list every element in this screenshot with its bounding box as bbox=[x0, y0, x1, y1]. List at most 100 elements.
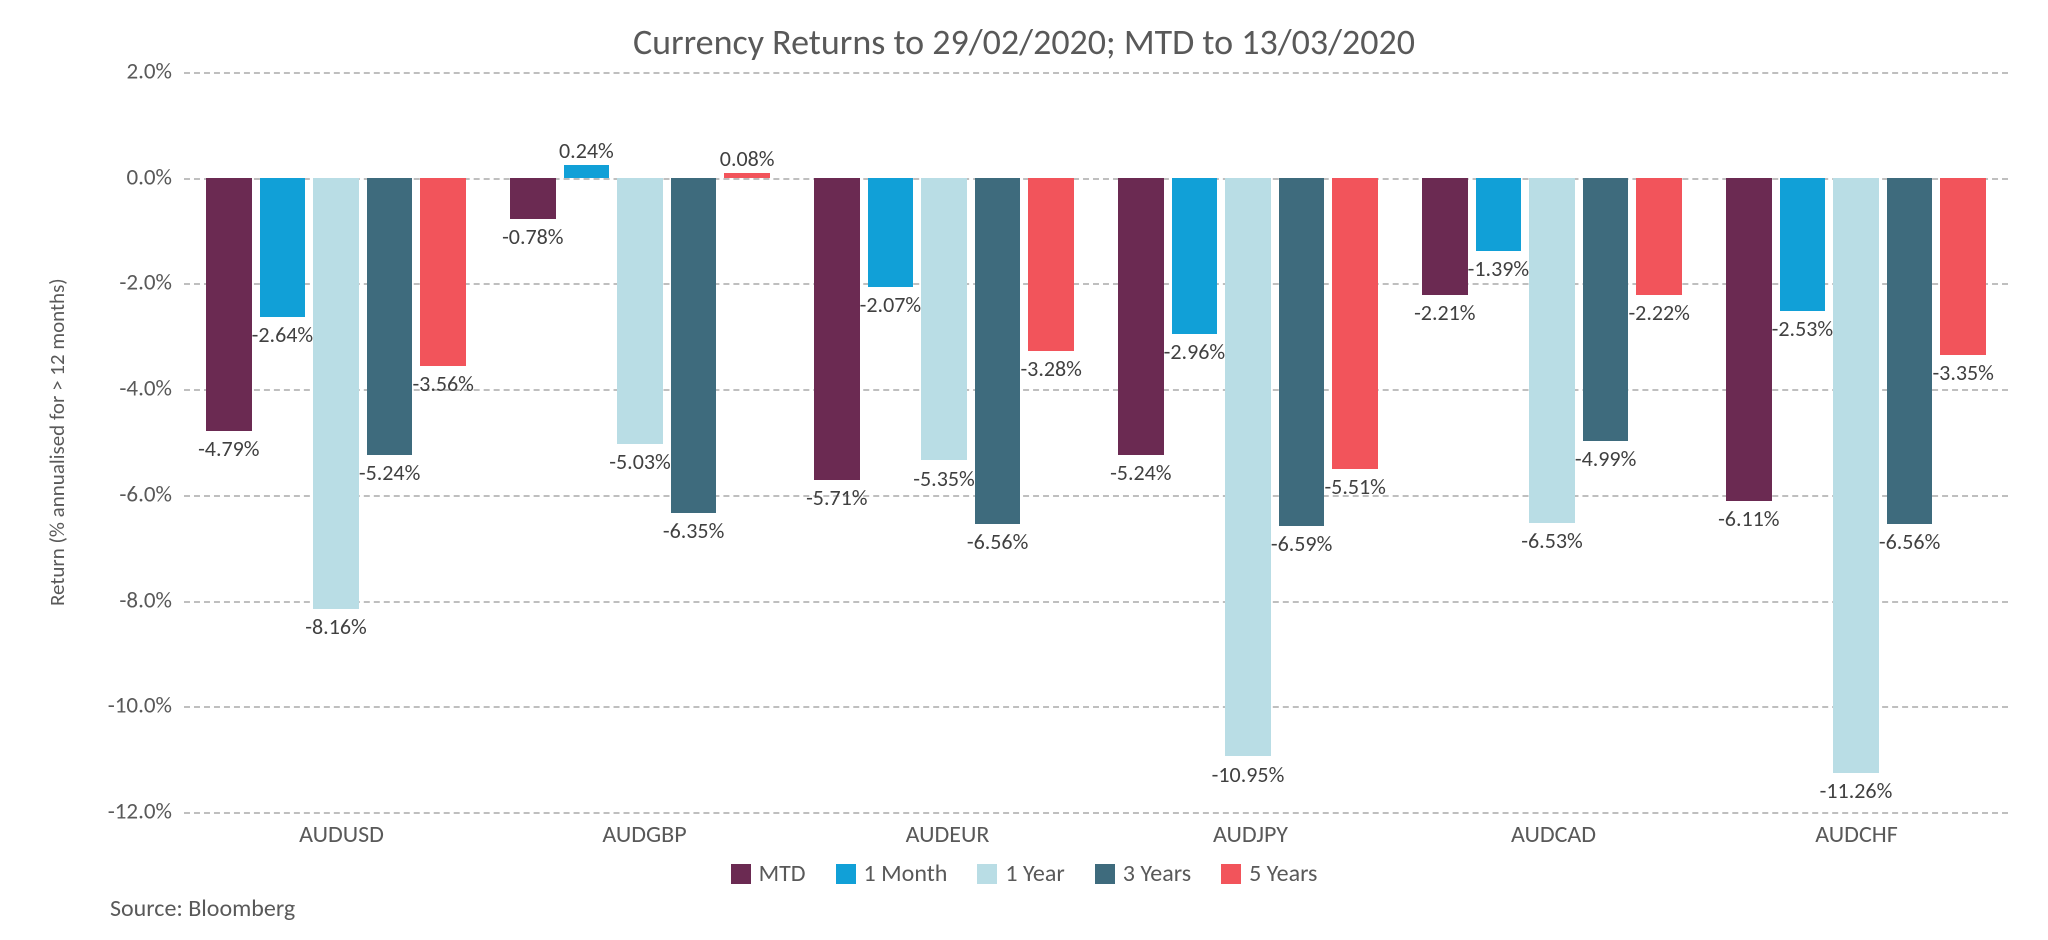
y-tick: -12.0% bbox=[108, 801, 172, 824]
bar bbox=[1422, 178, 1468, 295]
bar-value-label: -2.07% bbox=[860, 291, 921, 318]
bar-value-label: -8.16% bbox=[305, 613, 366, 640]
y-tick: -2.0% bbox=[119, 272, 172, 295]
bar bbox=[1172, 178, 1218, 334]
bar-value-label: -2.22% bbox=[1628, 299, 1689, 326]
bar-slot: -5.03% bbox=[617, 72, 663, 812]
plot-wrapper: Return (% annualised for > 12 months) 2.… bbox=[40, 72, 2008, 812]
gridline bbox=[184, 812, 2008, 814]
bar bbox=[671, 178, 717, 514]
x-axis-label: AUDCAD bbox=[1402, 812, 1705, 849]
bar-group: -5.71%-2.07%-5.35%-6.56%-3.28% bbox=[792, 72, 1096, 812]
bar-value-label: -3.35% bbox=[1932, 359, 1993, 386]
x-axis-label: AUDUSD bbox=[190, 812, 493, 849]
bar-value-label: -0.78% bbox=[502, 223, 563, 250]
bar-group: -4.79%-2.64%-8.16%-5.24%-3.56% bbox=[184, 72, 488, 812]
bar-slot: -2.96% bbox=[1172, 72, 1218, 812]
legend-label: 3 Years bbox=[1123, 859, 1191, 888]
bar-slot: -6.56% bbox=[1887, 72, 1933, 812]
currency-returns-chart: Currency Returns to 29/02/2020; MTD to 1… bbox=[0, 0, 2048, 940]
bar bbox=[1780, 178, 1826, 312]
bar-slot: -5.35% bbox=[921, 72, 967, 812]
bar bbox=[420, 178, 466, 366]
bar bbox=[1726, 178, 1772, 501]
bar-value-label: -2.96% bbox=[1164, 338, 1225, 365]
bar-slot: 0.08% bbox=[724, 72, 770, 812]
x-axis-label: AUDCHF bbox=[1705, 812, 2008, 849]
bar bbox=[564, 165, 610, 178]
bar bbox=[1583, 178, 1629, 442]
legend-swatch bbox=[731, 864, 751, 884]
bar bbox=[1028, 178, 1074, 351]
bar bbox=[814, 178, 860, 480]
bar bbox=[1887, 178, 1933, 525]
bar-value-label: -6.11% bbox=[1718, 505, 1779, 532]
bar-slot: -3.28% bbox=[1028, 72, 1074, 812]
bar bbox=[868, 178, 914, 287]
bar-value-label: -5.24% bbox=[359, 459, 420, 486]
bar-group: -6.11%-2.53%-11.26%-6.56%-3.35% bbox=[1704, 72, 2008, 812]
bar-value-label: -10.95% bbox=[1212, 761, 1285, 788]
bar-slot: -6.59% bbox=[1279, 72, 1325, 812]
bar-slot: -3.35% bbox=[1940, 72, 1986, 812]
bar-slot: 0.24% bbox=[564, 72, 610, 812]
bar-slot: -0.78% bbox=[510, 72, 556, 812]
bar-slot: -2.07% bbox=[868, 72, 914, 812]
bar-value-label: -3.56% bbox=[412, 370, 473, 397]
y-axis-ticks: 2.0%0.0%-2.0%-4.0%-6.0%-8.0%-10.0%-12.0% bbox=[74, 72, 184, 812]
y-tick: -10.0% bbox=[108, 695, 172, 718]
bar-value-label: -4.99% bbox=[1575, 445, 1636, 472]
legend: MTD 1 Month 1 Year 3 Years 5 Years bbox=[40, 859, 2008, 888]
bar bbox=[1476, 178, 1522, 251]
legend-label: 5 Years bbox=[1249, 859, 1317, 888]
bar bbox=[367, 178, 413, 455]
bar-slot: -2.22% bbox=[1636, 72, 1682, 812]
bar bbox=[1833, 178, 1879, 773]
bar-value-label: -5.35% bbox=[913, 465, 974, 492]
bar-slot: -1.39% bbox=[1476, 72, 1522, 812]
bar-value-label: -6.56% bbox=[1879, 528, 1940, 555]
bar bbox=[1118, 178, 1164, 455]
bar-value-label: -5.03% bbox=[609, 448, 670, 475]
legend-label: MTD bbox=[759, 859, 806, 888]
bar-slot: -5.24% bbox=[367, 72, 413, 812]
y-axis-label: Return (% annualised for > 12 months) bbox=[40, 72, 74, 812]
legend-label: 1 Year bbox=[1005, 859, 1064, 888]
legend-swatch bbox=[1095, 864, 1115, 884]
bar bbox=[1225, 178, 1271, 757]
bar-slot: -2.21% bbox=[1422, 72, 1468, 812]
bar-slot: -4.79% bbox=[206, 72, 252, 812]
bar-slot: -6.35% bbox=[671, 72, 717, 812]
bar bbox=[1279, 178, 1325, 526]
bar-value-label: -2.64% bbox=[252, 321, 313, 348]
bar bbox=[1332, 178, 1378, 469]
bar-value-label: 0.24% bbox=[559, 137, 614, 164]
legend-swatch bbox=[1221, 864, 1241, 884]
y-tick: 0.0% bbox=[126, 166, 172, 189]
bar-slot: -5.24% bbox=[1118, 72, 1164, 812]
chart-title: Currency Returns to 29/02/2020; MTD to 1… bbox=[40, 20, 2008, 64]
bar-slot: -2.64% bbox=[260, 72, 306, 812]
bar-group: -2.21%-1.39%-6.53%-4.99%-2.22% bbox=[1400, 72, 1704, 812]
y-tick: 2.0% bbox=[126, 61, 172, 84]
legend-swatch bbox=[977, 864, 997, 884]
bar-value-label: -6.56% bbox=[967, 528, 1028, 555]
bar-value-label: -5.24% bbox=[1110, 459, 1171, 486]
bar-value-label: -6.35% bbox=[663, 517, 724, 544]
x-axis-label: AUDJPY bbox=[1099, 812, 1402, 849]
bar bbox=[510, 178, 556, 219]
legend-swatch bbox=[836, 864, 856, 884]
y-tick: -6.0% bbox=[119, 483, 172, 506]
bar bbox=[617, 178, 663, 444]
bar bbox=[313, 178, 359, 609]
bar bbox=[1529, 178, 1575, 523]
legend-item: 5 Years bbox=[1221, 859, 1317, 888]
bar-value-label: -6.53% bbox=[1521, 527, 1582, 554]
bar-slot: -11.26% bbox=[1833, 72, 1879, 812]
bar-slot: -5.71% bbox=[814, 72, 860, 812]
legend-item: MTD bbox=[731, 859, 806, 888]
legend-item: 1 Month bbox=[836, 859, 948, 888]
bar bbox=[260, 178, 306, 318]
bar-slot: -6.56% bbox=[975, 72, 1021, 812]
bar-group: -5.24%-2.96%-10.95%-6.59%-5.51% bbox=[1096, 72, 1400, 812]
